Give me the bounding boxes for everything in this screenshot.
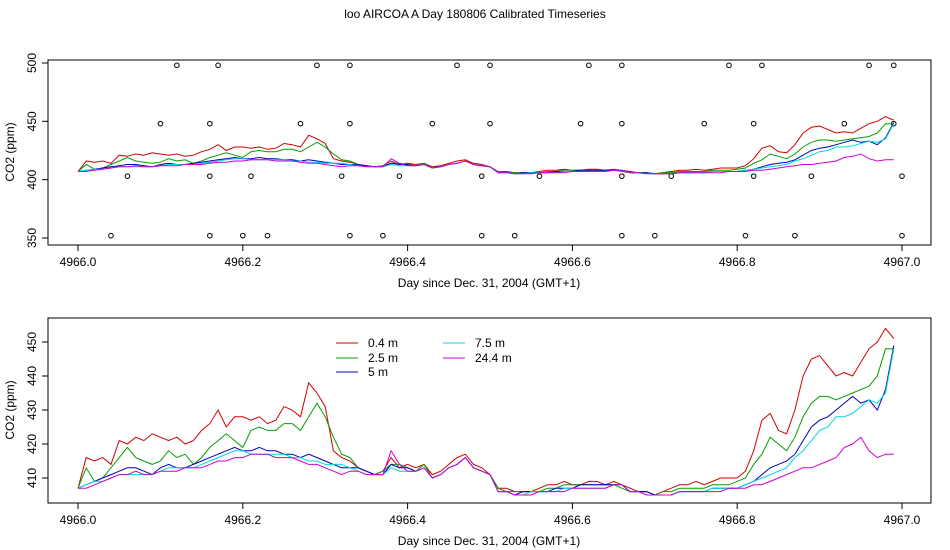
bottom-series-line-0-4-m bbox=[77, 327, 895, 496]
bottom-x-tick-label: 4966.2 bbox=[224, 513, 261, 527]
flag-point bbox=[174, 62, 180, 69]
page-title: loo AIRCOA A Day 180806 Calibrated Times… bbox=[344, 7, 606, 21]
flag-point bbox=[207, 173, 213, 179]
bottom-y-tick-label: 430 bbox=[25, 400, 39, 420]
bottom-series-line-24-4-m bbox=[78, 436, 894, 496]
bottom-panel: 4966.0 4966.2 4966.4 4966.6 4966.8 4967.0 410… bbox=[3, 317, 932, 548]
flag-point bbox=[701, 120, 708, 127]
flag-point bbox=[841, 120, 848, 127]
top-x-tick-label: 4966.8 bbox=[719, 255, 756, 269]
top-series-line-0-4-m bbox=[77, 116, 894, 175]
bottom-x-tick-label: 4966.4 bbox=[389, 513, 426, 527]
top-x-tick-label: 4966.4 bbox=[389, 255, 426, 269]
top-flag-points bbox=[108, 62, 905, 239]
flag-point bbox=[668, 173, 675, 179]
flag-point bbox=[454, 62, 460, 69]
bottom-x-tick-label: 4966.0 bbox=[60, 513, 97, 527]
bottom-x-tick-label: 4966.6 bbox=[554, 513, 591, 527]
flag-point bbox=[866, 62, 872, 69]
flag-point bbox=[487, 62, 493, 69]
flag-point bbox=[207, 120, 213, 127]
top-y-tick-label: 350 bbox=[25, 228, 39, 248]
flag-point bbox=[347, 120, 353, 127]
flag-point bbox=[487, 120, 493, 127]
flag-point bbox=[586, 62, 592, 69]
flag-point bbox=[157, 120, 164, 127]
flag-point bbox=[380, 232, 386, 239]
flag-point bbox=[750, 120, 757, 127]
flag-point bbox=[652, 232, 658, 239]
flag-point bbox=[792, 232, 798, 239]
top-x-tick-label: 4967.0 bbox=[884, 255, 921, 269]
flag-point bbox=[478, 232, 485, 239]
flag-point bbox=[808, 173, 815, 179]
flag-point bbox=[215, 62, 221, 69]
flag-point bbox=[347, 62, 353, 69]
top-y-axis: 350 400 450 500 bbox=[25, 53, 48, 248]
bottom-x-tick-label: 4967.0 bbox=[884, 513, 921, 527]
flag-point bbox=[750, 173, 757, 179]
bottom-y-tick-label: 420 bbox=[25, 434, 39, 454]
flag-point bbox=[396, 173, 403, 179]
flag-point bbox=[619, 62, 625, 69]
bottom-y-axis: 410 420 430 440 450 bbox=[25, 332, 48, 488]
flag-point bbox=[314, 62, 320, 69]
bottom-y-axis-label: CO2 (ppm) bbox=[3, 380, 17, 439]
top-x-tick-label: 4966.2 bbox=[224, 255, 261, 269]
legend-label: 7.5 m bbox=[475, 336, 505, 350]
top-x-tick-label: 4966.0 bbox=[60, 255, 97, 269]
flag-point bbox=[248, 173, 254, 179]
legend-label: 0.4 m bbox=[368, 336, 398, 350]
flag-point bbox=[429, 120, 436, 127]
bottom-series-group bbox=[77, 327, 895, 496]
legend-label: 5 m bbox=[368, 365, 388, 379]
flag-point bbox=[124, 173, 131, 179]
flag-point bbox=[899, 173, 905, 179]
flag-point bbox=[338, 173, 345, 179]
flag-point bbox=[240, 232, 246, 239]
top-x-tick-label: 4966.6 bbox=[554, 255, 591, 269]
flag-point bbox=[619, 232, 625, 239]
flag-point bbox=[577, 120, 584, 127]
top-x-axis-label: Day since Dec. 31, 2004 (GMT+1) bbox=[398, 276, 580, 290]
bottom-x-tick-label: 4966.8 bbox=[719, 513, 756, 527]
legend-label: 24.4 m bbox=[475, 351, 512, 365]
flag-point bbox=[726, 62, 732, 69]
bottom-y-tick-label: 450 bbox=[25, 332, 39, 352]
legend-label: 2.5 m bbox=[368, 351, 398, 365]
top-series-line-24-4-m bbox=[78, 153, 894, 175]
top-series-group bbox=[77, 116, 895, 175]
flag-point bbox=[619, 173, 625, 179]
flag-point bbox=[890, 62, 897, 69]
flag-point bbox=[619, 120, 625, 127]
flag-point bbox=[511, 232, 518, 239]
flag-point bbox=[899, 232, 905, 239]
top-y-tick-label: 500 bbox=[25, 53, 39, 73]
flag-point bbox=[207, 232, 213, 239]
flag-point bbox=[297, 120, 304, 127]
flag-point bbox=[759, 62, 765, 69]
top-plot-frame bbox=[47, 59, 932, 246]
legend: 0.4 m 7.5 m 2.5 m 24.4 m 5 m bbox=[336, 336, 512, 379]
bottom-y-tick-label: 440 bbox=[25, 366, 39, 386]
flag-point bbox=[536, 173, 543, 179]
flag-point bbox=[108, 232, 114, 239]
flag-point bbox=[742, 232, 749, 239]
flag-point bbox=[478, 173, 485, 179]
top-y-axis-label: CO2 (ppm) bbox=[3, 122, 17, 181]
bottom-x-axis-label: Day since Dec. 31, 2004 (GMT+1) bbox=[398, 534, 580, 548]
bottom-y-tick-label: 410 bbox=[25, 468, 39, 488]
top-x-axis: 4966.0 4966.2 4966.4 4966.6 4966.8 4967.0 bbox=[60, 245, 921, 269]
top-panel: 4966.0 4966.2 4966.4 4966.6 4966.8 4967.0 350… bbox=[3, 53, 932, 290]
top-y-tick-label: 400 bbox=[25, 169, 39, 189]
top-y-tick-label: 450 bbox=[25, 111, 39, 131]
bottom-x-axis: 4966.0 4966.2 4966.4 4966.6 4966.8 4967.0 bbox=[60, 503, 921, 527]
flag-point bbox=[264, 232, 271, 239]
flag-point bbox=[347, 232, 353, 239]
